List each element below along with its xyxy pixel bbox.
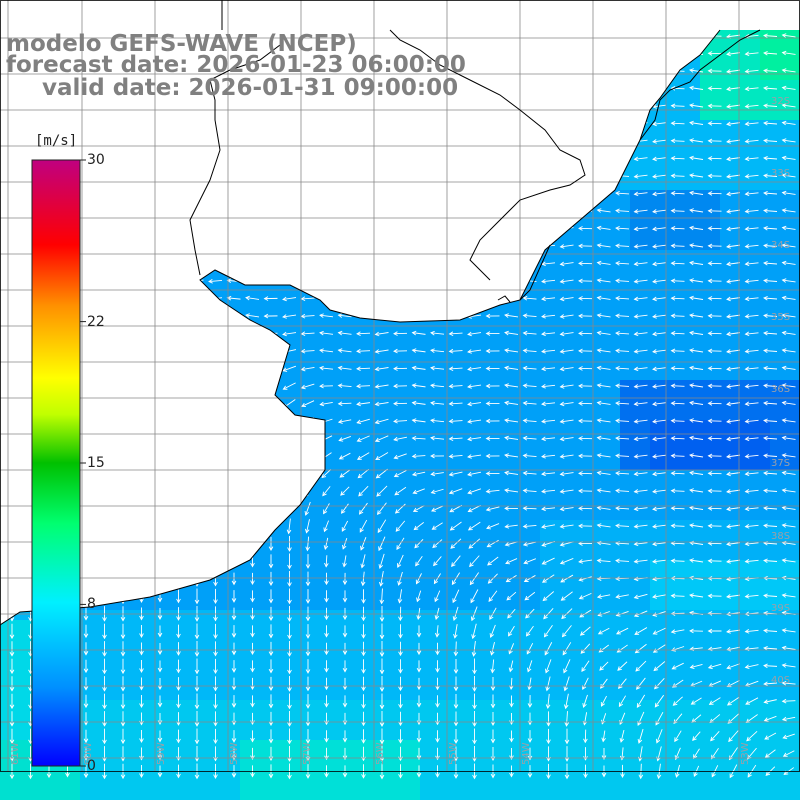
colorbar-tick-label: 30 bbox=[87, 152, 105, 168]
colorbar-tick-label: 22 bbox=[87, 313, 105, 330]
lat-label: 35S bbox=[771, 312, 790, 323]
colorbar-tick-label: 8 bbox=[87, 596, 96, 613]
lat-label: 38S bbox=[771, 531, 790, 542]
title-forecast-date: forecast date: 2026-01-23 06:00:00 bbox=[6, 52, 466, 78]
colorbar-tick-label: 15 bbox=[87, 455, 105, 471]
lat-label: 36S bbox=[771, 384, 790, 395]
lon-label: 53W bbox=[740, 742, 751, 765]
border-lines bbox=[189, 0, 761, 281]
latitude-labels: 32S 33S 34S 35S 36S 37S 38S 39S 40S bbox=[771, 96, 790, 686]
lat-label: 37S bbox=[771, 458, 790, 469]
coastline bbox=[0, 29, 721, 626]
longitude-labels: 61W 60W 59W 58W 57W 56W 55W 54W 53W bbox=[10, 742, 751, 765]
lon-label: 54W bbox=[521, 742, 532, 765]
colorbar-tick-label: 0 bbox=[87, 758, 96, 774]
title-model: modelo GEFS-WAVE (NCEP) bbox=[6, 31, 357, 57]
colorbar bbox=[31, 159, 86, 767]
lat-label: 33S bbox=[771, 168, 790, 179]
lon-label: 59W bbox=[156, 742, 167, 765]
lat-label: 34S bbox=[771, 240, 790, 251]
map-grid bbox=[0, 0, 800, 772]
lon-label: 58W bbox=[229, 742, 240, 765]
colorbar-unit: [m/s] bbox=[35, 133, 78, 149]
lon-label: 55W bbox=[448, 742, 459, 765]
lat-label: 32S bbox=[771, 96, 790, 107]
colorbar-gradient bbox=[31, 159, 81, 767]
lon-label: 61W bbox=[10, 742, 21, 765]
lat-label: 39S bbox=[771, 603, 790, 614]
lon-label: 57W bbox=[302, 742, 313, 765]
lon-label: 60W bbox=[83, 742, 94, 765]
title-valid-date: valid date: 2026-01-31 09:00:00 bbox=[42, 75, 459, 101]
lat-label: 40S bbox=[771, 675, 790, 686]
lon-label: 56W bbox=[375, 742, 386, 765]
